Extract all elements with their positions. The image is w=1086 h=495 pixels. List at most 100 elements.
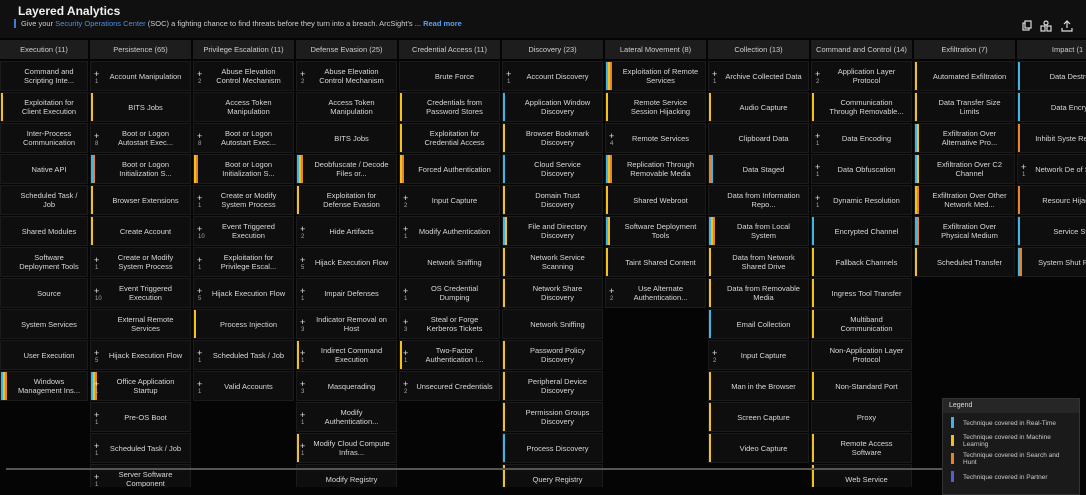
share-button[interactable] — [1040, 20, 1052, 32]
technique-cell[interactable]: Screen Capture — [708, 402, 809, 432]
technique-cell[interactable]: Access Token Manipulation — [296, 92, 397, 122]
technique-cell[interactable]: +1 Account Discovery — [502, 61, 603, 91]
technique-cell[interactable]: Man in the Browser — [708, 371, 809, 401]
technique-cell[interactable]: Data Destruct — [1017, 61, 1086, 91]
tactic-header[interactable]: Execution (11) — [0, 40, 88, 61]
technique-cell[interactable]: Process Discovery — [502, 433, 603, 463]
technique-cell[interactable]: Exploitation of Remote Services — [605, 61, 706, 91]
technique-cell[interactable]: Domain Trust Discovery — [502, 185, 603, 215]
technique-cell[interactable]: Exploitation for Credential Access — [399, 123, 500, 153]
technique-cell[interactable]: System Services — [0, 309, 88, 339]
expand-icon[interactable]: + — [403, 224, 409, 234]
expand-icon[interactable]: + — [403, 379, 409, 389]
tactic-header[interactable]: Privilege Escalation (11) — [193, 40, 294, 61]
expand-icon[interactable]: + — [94, 348, 100, 358]
technique-cell[interactable]: Permission Groups Discovery — [502, 402, 603, 432]
technique-cell[interactable]: Inter-Process Communication — [0, 123, 88, 153]
tactic-header[interactable]: Command and Control (14) — [811, 40, 912, 61]
expand-icon[interactable]: + — [94, 255, 100, 265]
technique-cell[interactable]: Scheduled Task / Job — [0, 185, 88, 215]
technique-cell[interactable]: Data from Information Repo... — [708, 185, 809, 215]
technique-cell[interactable]: Network Sniffing — [502, 309, 603, 339]
technique-cell[interactable]: Software Deployment Tools — [605, 216, 706, 246]
technique-cell[interactable]: +10 Event Triggered Execution — [90, 278, 191, 308]
technique-cell[interactable]: +1 Office Application Startup — [90, 371, 191, 401]
expand-icon[interactable]: + — [609, 131, 615, 141]
expand-icon[interactable]: + — [94, 379, 100, 389]
technique-cell[interactable]: +2 Hide Artifacts — [296, 216, 397, 246]
scrollbar[interactable] — [6, 468, 1080, 470]
technique-cell[interactable]: +10 Event Triggered Execution — [193, 216, 294, 246]
expand-icon[interactable]: + — [403, 348, 409, 358]
technique-cell[interactable]: Email Collection — [708, 309, 809, 339]
technique-cell[interactable]: Exfiltration Over C2 Channel — [914, 154, 1015, 184]
technique-cell[interactable]: Network Service Scanning — [502, 247, 603, 277]
expand-icon[interactable]: + — [300, 286, 306, 296]
technique-cell[interactable]: Deobfuscate / Decode Files or... — [296, 154, 397, 184]
expand-icon[interactable]: + — [300, 441, 306, 451]
technique-cell[interactable]: Non-Standard Port — [811, 371, 912, 401]
technique-cell[interactable]: Exfiltration Over Physical Medium — [914, 216, 1015, 246]
technique-cell[interactable]: +3 Indicator Removal on Host — [296, 309, 397, 339]
tactic-header[interactable]: Discovery (23) — [502, 40, 603, 61]
technique-cell[interactable]: Fallback Channels — [811, 247, 912, 277]
technique-cell[interactable]: Boot or Logon Initialization S... — [193, 154, 294, 184]
technique-cell[interactable]: +1 Pre-OS Boot — [90, 402, 191, 432]
expand-icon[interactable]: + — [403, 193, 409, 203]
expand-icon[interactable]: + — [197, 131, 203, 141]
technique-cell[interactable]: Shared Webroot — [605, 185, 706, 215]
technique-cell[interactable]: Application Window Discovery — [502, 92, 603, 122]
technique-cell[interactable]: Remote Access Software — [811, 433, 912, 463]
technique-cell[interactable]: Forced Authentication — [399, 154, 500, 184]
tactic-header[interactable]: Lateral Movement (8) — [605, 40, 706, 61]
technique-cell[interactable]: +1 Indirect Command Execution — [296, 340, 397, 370]
technique-cell[interactable]: +1 Data Obfuscation — [811, 154, 912, 184]
expand-icon[interactable]: + — [506, 69, 512, 79]
description-link[interactable]: Security Operations Center — [55, 19, 146, 28]
technique-cell[interactable]: Taint Shared Content — [605, 247, 706, 277]
copy-button[interactable] — [1022, 20, 1032, 31]
technique-cell[interactable]: Communication Through Removable... — [811, 92, 912, 122]
expand-icon[interactable]: + — [94, 410, 100, 420]
expand-icon[interactable]: + — [300, 348, 306, 358]
technique-cell[interactable]: Browser Extensions — [90, 185, 191, 215]
expand-icon[interactable]: + — [94, 69, 100, 79]
technique-cell[interactable]: External Remote Services — [90, 309, 191, 339]
technique-cell[interactable]: +2 Application Layer Protocol — [811, 61, 912, 91]
expand-icon[interactable]: + — [197, 286, 203, 296]
technique-cell[interactable]: +2 Input Capture — [708, 340, 809, 370]
tactic-header[interactable]: Credential Access (11) — [399, 40, 500, 61]
technique-cell[interactable]: +1 Two-Factor Authentication I... — [399, 340, 500, 370]
technique-cell[interactable]: Software Deployment Tools — [0, 247, 88, 277]
technique-cell[interactable]: Exfiltration Over Other Network Med... — [914, 185, 1015, 215]
technique-cell[interactable]: BITS Jobs — [296, 123, 397, 153]
technique-cell[interactable]: Cloud Service Discovery — [502, 154, 603, 184]
expand-icon[interactable]: + — [403, 317, 409, 327]
technique-cell[interactable]: Exfiltration Over Alternative Pro... — [914, 123, 1015, 153]
export-button[interactable] — [1061, 20, 1073, 32]
expand-icon[interactable]: + — [815, 193, 821, 203]
technique-cell[interactable]: BITS Jobs — [90, 92, 191, 122]
technique-cell[interactable]: Shared Modules — [0, 216, 88, 246]
expand-icon[interactable]: + — [712, 348, 718, 358]
tactic-header[interactable]: Defense Evasion (25) — [296, 40, 397, 61]
technique-cell[interactable]: +1 Exploitation for Privilege Escal... — [193, 247, 294, 277]
expand-icon[interactable]: + — [300, 379, 306, 389]
technique-cell[interactable]: Boot or Logon Initialization S... — [90, 154, 191, 184]
tactic-header[interactable]: Exfiltration (7) — [914, 40, 1015, 61]
technique-cell[interactable]: +3 Masquerading — [296, 371, 397, 401]
technique-cell[interactable]: User Execution — [0, 340, 88, 370]
expand-icon[interactable]: + — [197, 348, 203, 358]
technique-cell[interactable]: +1 Account Manipulation — [90, 61, 191, 91]
technique-cell[interactable]: +2 Use Alternate Authentication... — [605, 278, 706, 308]
technique-cell[interactable]: Audio Capture — [708, 92, 809, 122]
technique-cell[interactable]: Scheduled Transfer — [914, 247, 1015, 277]
expand-icon[interactable]: + — [300, 317, 306, 327]
technique-cell[interactable]: +1 Impair Defenses — [296, 278, 397, 308]
tactic-header[interactable]: Persistence (65) — [90, 40, 191, 61]
expand-icon[interactable]: + — [300, 224, 306, 234]
technique-cell[interactable]: +1 Modify Authentication... — [296, 402, 397, 432]
technique-cell[interactable]: Windows Management Ins... — [0, 371, 88, 401]
technique-cell[interactable]: Credentials from Password Stores — [399, 92, 500, 122]
technique-cell[interactable]: Access Token Manipulation — [193, 92, 294, 122]
